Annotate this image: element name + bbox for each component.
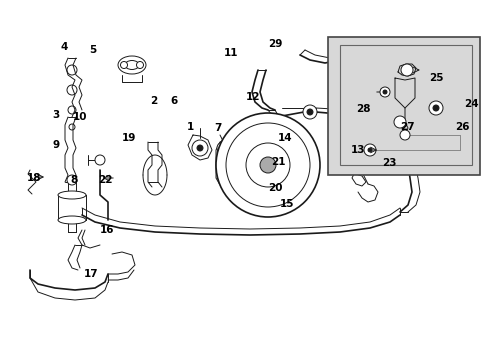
- Ellipse shape: [58, 216, 86, 224]
- Text: 14: 14: [277, 132, 292, 143]
- Text: 13: 13: [350, 145, 365, 156]
- Circle shape: [217, 142, 228, 154]
- Ellipse shape: [118, 56, 146, 74]
- Circle shape: [367, 148, 371, 152]
- Circle shape: [192, 140, 207, 156]
- Text: 20: 20: [267, 183, 282, 193]
- Circle shape: [379, 87, 389, 97]
- Text: 25: 25: [428, 73, 443, 84]
- Circle shape: [260, 157, 275, 173]
- FancyBboxPatch shape: [327, 37, 479, 175]
- Circle shape: [400, 64, 412, 76]
- Circle shape: [95, 155, 105, 165]
- Circle shape: [303, 105, 316, 119]
- Text: 11: 11: [224, 48, 238, 58]
- Text: 8: 8: [70, 175, 77, 185]
- Text: 27: 27: [399, 122, 414, 132]
- Circle shape: [197, 145, 203, 151]
- Circle shape: [399, 130, 409, 140]
- Text: 17: 17: [84, 269, 99, 279]
- Text: 28: 28: [355, 104, 370, 114]
- Circle shape: [120, 62, 127, 68]
- Circle shape: [216, 113, 319, 217]
- Ellipse shape: [58, 191, 86, 199]
- Circle shape: [428, 101, 442, 115]
- Circle shape: [432, 105, 438, 111]
- Text: 26: 26: [454, 122, 468, 132]
- Circle shape: [67, 175, 77, 185]
- Text: 12: 12: [245, 92, 260, 102]
- Text: 10: 10: [72, 112, 87, 122]
- Text: 6: 6: [170, 96, 177, 106]
- Text: 15: 15: [279, 199, 294, 210]
- Text: 9: 9: [53, 140, 60, 150]
- Text: 23: 23: [382, 158, 396, 168]
- Text: 21: 21: [271, 157, 285, 167]
- Circle shape: [136, 62, 143, 68]
- Text: 24: 24: [464, 99, 478, 109]
- Text: 7: 7: [214, 123, 221, 133]
- Circle shape: [306, 109, 312, 115]
- Text: 3: 3: [53, 110, 60, 120]
- Text: 18: 18: [27, 173, 41, 183]
- Circle shape: [393, 116, 405, 128]
- Circle shape: [382, 90, 386, 94]
- Text: 4: 4: [60, 42, 67, 52]
- Text: 5: 5: [89, 45, 96, 55]
- Circle shape: [363, 144, 375, 156]
- Text: 29: 29: [267, 39, 282, 49]
- Text: 16: 16: [100, 225, 115, 235]
- Text: 22: 22: [98, 175, 112, 185]
- Text: 2: 2: [150, 96, 158, 106]
- Text: 19: 19: [122, 132, 136, 143]
- Text: 1: 1: [186, 122, 194, 132]
